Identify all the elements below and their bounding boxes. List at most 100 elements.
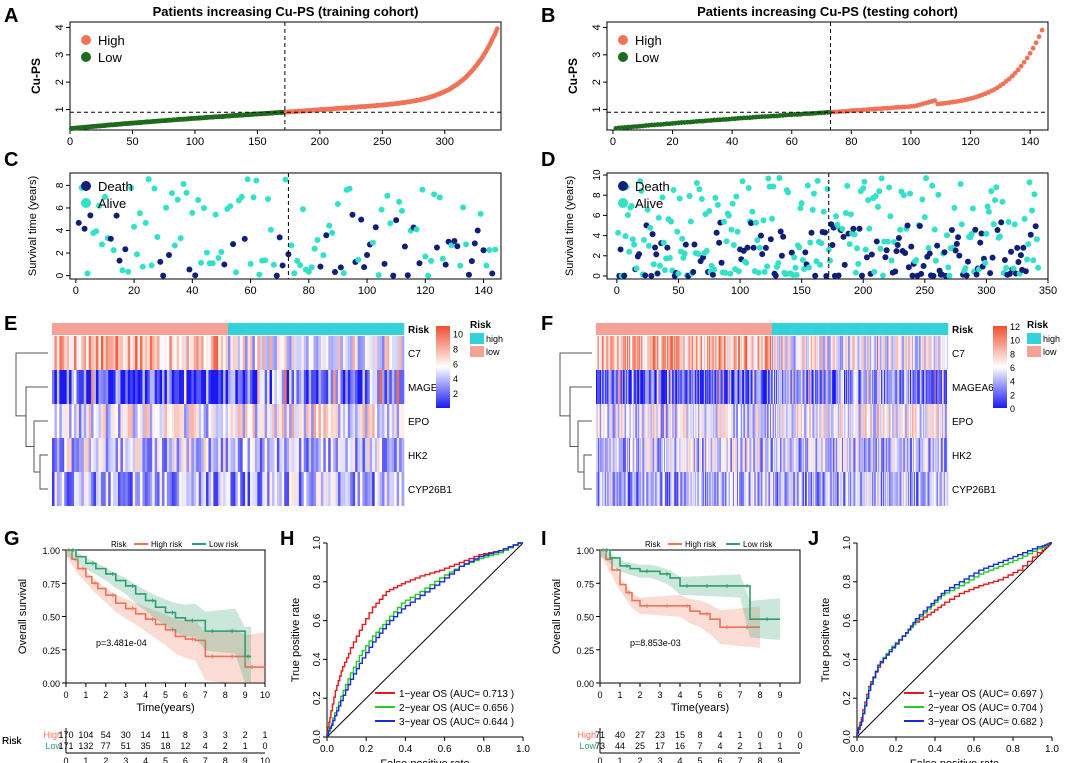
heatmap-cell (201, 370, 204, 404)
survival-point (905, 264, 912, 271)
heatmap-cell (149, 370, 153, 404)
heatmap-cell (823, 472, 825, 506)
risk-annotation-cell (908, 323, 911, 335)
heatmap-cell (340, 472, 344, 506)
heatmap-cell (613, 438, 615, 472)
heatmap-cell (171, 336, 175, 370)
heatmap-cell (745, 472, 747, 506)
heatmap-cell (729, 404, 732, 438)
risk-annotation-cell (822, 323, 824, 335)
survival-point (358, 216, 365, 223)
km-xtick-label: 7 (203, 690, 208, 700)
heatmap-cell (69, 336, 72, 370)
heatmap-cell (600, 438, 602, 472)
heatmap-cell (731, 370, 734, 404)
risk-annotation-cell (937, 323, 940, 335)
risk-annotation-cell (865, 323, 867, 335)
heatmap-cell (785, 472, 787, 506)
heatmap-cell (674, 404, 676, 438)
y-axis-label: Cu-PS (29, 58, 43, 94)
risk-annotation-cell (722, 323, 724, 335)
legend-label: Alive (635, 196, 663, 211)
heatmap-cell (627, 438, 630, 472)
heatmap-cell (698, 472, 701, 506)
risk-annotation-cell (743, 323, 745, 335)
km-xtick-label: 6 (717, 690, 722, 700)
heatmap-cell (775, 370, 777, 404)
heatmap-cell (316, 472, 319, 506)
censor-mark (665, 571, 669, 576)
heatmap-cell (814, 404, 816, 438)
heatmap-cell (643, 438, 645, 472)
heatmap-cell (880, 438, 882, 472)
heatmap-cell (782, 370, 784, 404)
heatmap-cell (725, 370, 728, 404)
risk-annotation-cell (854, 323, 856, 335)
heatmap-cell (203, 336, 207, 370)
heatmap-cell (862, 336, 864, 370)
heatmap-cell (749, 404, 751, 438)
heatmap-cell (196, 472, 199, 506)
heatmap-cell (598, 472, 600, 506)
heatmap-cell (610, 472, 612, 506)
heatmap-cell (707, 336, 709, 370)
heatmap-cell (169, 438, 173, 472)
survival-point (872, 193, 879, 200)
risk-score-xtick-label: 140 (1021, 136, 1039, 148)
survival-point (203, 249, 210, 256)
heatmap-cell (935, 336, 937, 370)
survival-point (723, 238, 730, 245)
heatmap-cell (122, 336, 126, 370)
survival-point (809, 206, 816, 213)
heatmap-cell (635, 370, 637, 404)
survival-point (718, 259, 725, 266)
survival-point (668, 218, 675, 225)
heatmap-cell (655, 472, 658, 506)
heatmap-cell (911, 404, 914, 438)
heatmap-cell (774, 336, 776, 370)
heatmap-cell (186, 404, 190, 438)
dendrogram-branch (583, 454, 592, 490)
survival-point (691, 241, 698, 248)
survival-point (682, 241, 689, 248)
heatmap-cell (770, 404, 773, 438)
risk-annotation-cell (834, 323, 837, 335)
survival-point (133, 251, 140, 258)
heatmap-cell (820, 370, 822, 404)
heatmap-cell (679, 336, 681, 370)
heatmap-cell (892, 370, 894, 404)
risk-table-tick: 5 (697, 756, 702, 763)
risk-annotation-cell (320, 323, 324, 335)
heatmap-cell (752, 404, 754, 438)
heatmap-cell (622, 438, 625, 472)
y-axis-label: Survival time (years) (27, 176, 39, 276)
heatmap-cell (76, 404, 80, 438)
risk-annotation-cell (920, 323, 922, 335)
survival-ytick-label: 0 (592, 273, 603, 279)
heatmap-cell (696, 404, 699, 438)
survival-point (918, 270, 925, 277)
risk-table-row-name: High (577, 730, 596, 740)
heatmap-cell (382, 404, 385, 438)
censor-mark (92, 581, 97, 586)
heatmap-cell (617, 404, 619, 438)
km-xtick-label: 5 (163, 690, 168, 700)
risk-annotation-cell (642, 323, 644, 335)
heatmap-cell (787, 370, 789, 404)
risk-legend-title: Risk (470, 320, 492, 331)
heatmap-cell (814, 438, 816, 472)
heatmap-cell (612, 472, 614, 506)
heatmap-cell (125, 336, 129, 370)
heatmap-cell (350, 472, 353, 506)
censor-mark (130, 583, 135, 588)
heatmap-cell (927, 404, 929, 438)
risk-annotation-cell (677, 323, 679, 335)
heatmap-cell (644, 404, 646, 438)
survival-point (615, 229, 622, 236)
heatmap-cell (91, 404, 94, 438)
heatmap-cell (284, 438, 287, 472)
heatmap-cell (596, 404, 598, 438)
heatmap-cell (917, 336, 919, 370)
heatmap-cell (659, 370, 662, 404)
heatmap-cell (876, 472, 879, 506)
